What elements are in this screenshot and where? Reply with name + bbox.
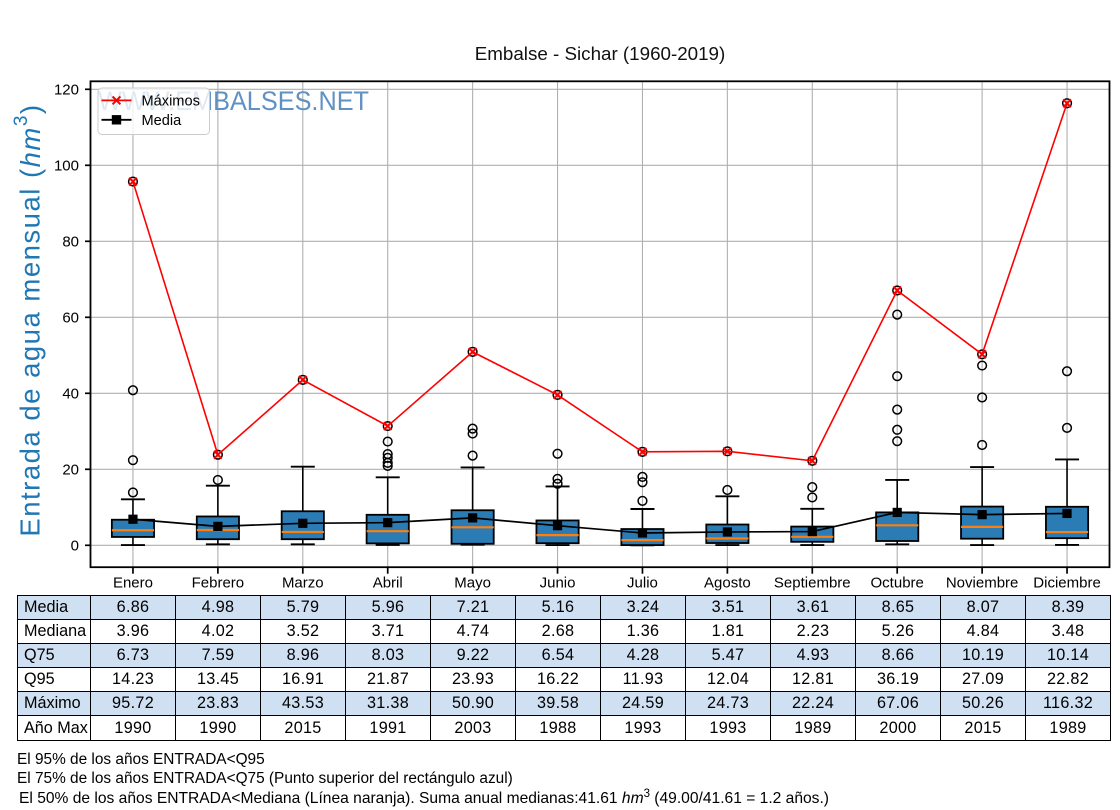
svg-text:Media: Media [142, 113, 183, 129]
svg-text:Enero: Enero [113, 575, 153, 592]
svg-text:Septiembre: Septiembre [774, 575, 851, 592]
svg-text:60: 60 [62, 309, 79, 326]
svg-text:120: 120 [54, 81, 79, 98]
svg-text:Marzo: Marzo [282, 575, 324, 592]
svg-text:Embalse - Sichar (1960-2019): Embalse - Sichar (1960-2019) [475, 43, 726, 64]
svg-text:Mayo: Mayo [454, 575, 491, 592]
svg-text:0: 0 [71, 537, 79, 554]
svg-text:Octubre: Octubre [871, 575, 924, 592]
svg-text:Abril: Abril [373, 575, 403, 592]
svg-text:Diciembre: Diciembre [1033, 575, 1101, 592]
svg-text:Febrero: Febrero [192, 575, 245, 592]
svg-text:Entrada de agua mensual (hm3): Entrada de agua mensual (hm3) [11, 103, 46, 536]
svg-text:40: 40 [62, 385, 79, 402]
svg-text:100: 100 [54, 157, 79, 174]
svg-text:Agosto: Agosto [704, 575, 751, 592]
svg-text:Máximos: Máximos [142, 93, 200, 109]
svg-text:Noviembre: Noviembre [946, 575, 1019, 592]
svg-text:Junio: Junio [540, 575, 576, 592]
svg-text:Julio: Julio [627, 575, 658, 592]
svg-text:20: 20 [62, 461, 79, 478]
svg-text:80: 80 [62, 233, 79, 250]
